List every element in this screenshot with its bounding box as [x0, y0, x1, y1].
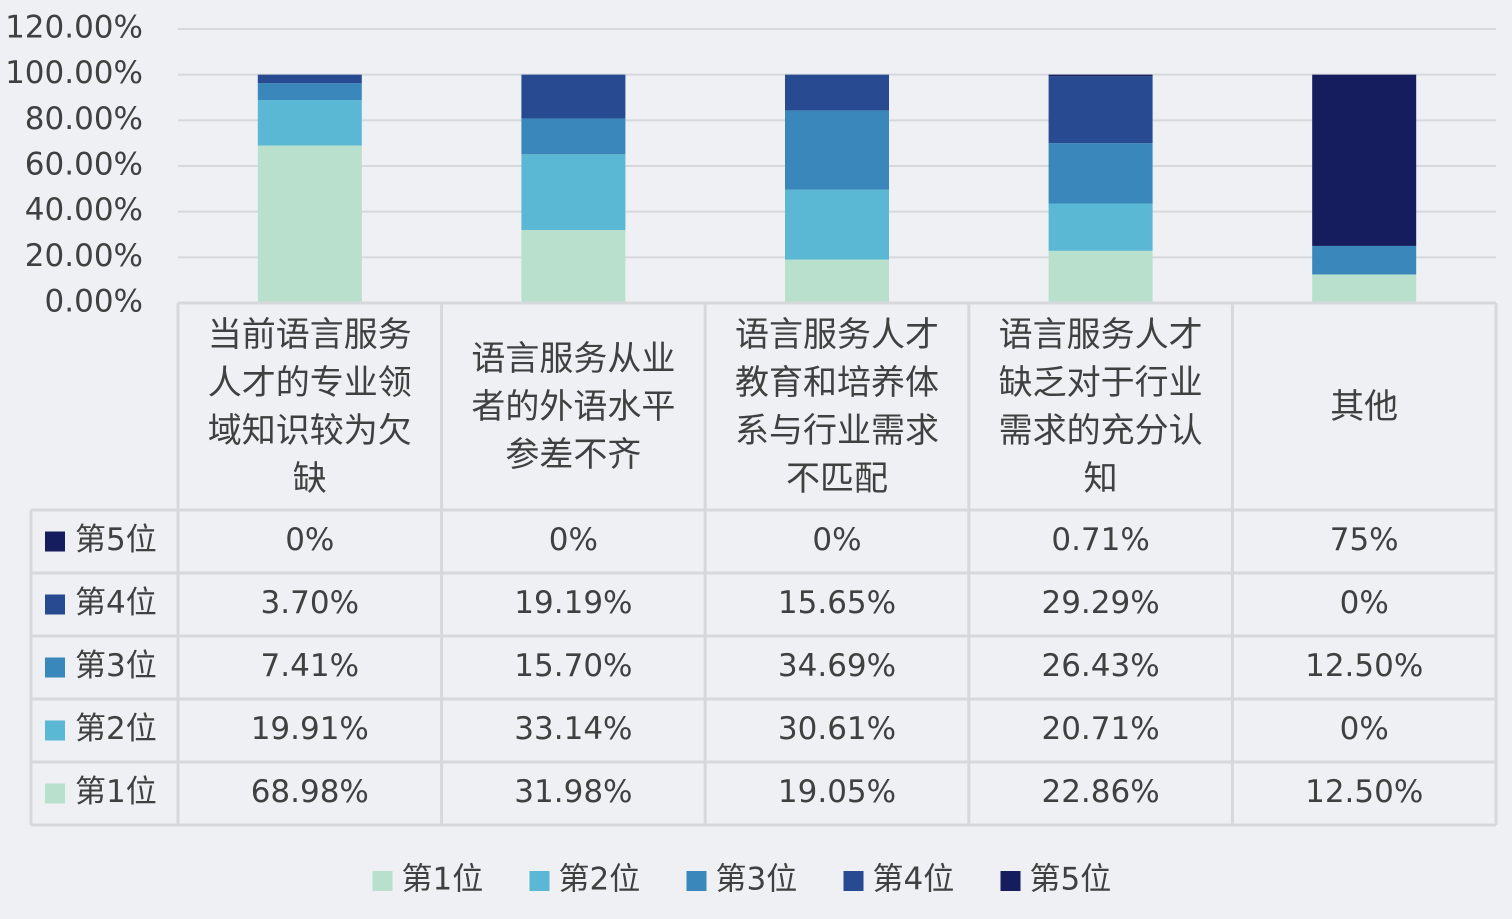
table-cell: 34.69%: [778, 648, 896, 684]
table-cell: 19.05%: [778, 774, 896, 810]
bar-segment: [1312, 274, 1417, 303]
y-tick-label: 0.00%: [45, 284, 143, 320]
x-tick-label: 当前语言服务人才的专业领域知识较为欠缺: [207, 314, 412, 499]
y-tick-label: 120.00%: [5, 10, 143, 46]
legend-swatch: [843, 871, 864, 891]
table-cell: 7.41%: [261, 648, 359, 684]
x-tick-label: 语言服务从业者的外语水平参差不齐: [471, 338, 676, 475]
table-row-label: 第5位: [75, 522, 157, 558]
legend-label: 第4位: [873, 862, 955, 898]
table-legend-swatch: [45, 783, 65, 804]
x-tick-label: 其他: [1330, 386, 1399, 427]
table-cell: 31.98%: [514, 774, 632, 810]
table-cell: 26.43%: [1041, 648, 1159, 684]
x-tick-label: 语言服务人才缺乏对于行业需求的充分认知: [998, 314, 1203, 499]
table-cell: 19.91%: [251, 711, 369, 747]
table-legend-swatch: [45, 720, 65, 741]
table-legend-swatch: [45, 594, 65, 615]
table-cell: 12.50%: [1305, 774, 1423, 810]
bar-segment: [521, 154, 626, 230]
bar-segment: [257, 145, 362, 303]
table-cell: 20.71%: [1041, 711, 1159, 747]
legend-swatch: [529, 871, 550, 891]
table-row-label: 第3位: [75, 648, 157, 684]
bar-segment: [1312, 74, 1417, 246]
bar-segment: [1048, 203, 1153, 251]
table-cell: 0%: [549, 522, 598, 558]
table-cell: 0.71%: [1051, 522, 1149, 558]
legend-label: 第3位: [716, 862, 798, 898]
bar-segment: [785, 189, 889, 260]
bar-segment: [1048, 74, 1153, 77]
legend-label: 第1位: [402, 862, 484, 898]
table-cell: 75%: [1330, 522, 1399, 558]
bar-segment: [785, 110, 889, 190]
table-cell: 3.70%: [261, 585, 359, 621]
bar-segment: [1312, 245, 1417, 275]
bar-segment: [521, 74, 626, 119]
table-cell: 68.98%: [251, 774, 369, 810]
table-cell: 29.29%: [1041, 585, 1159, 621]
table-cell: 30.61%: [778, 711, 896, 747]
legend-label: 第2位: [559, 862, 641, 898]
table-cell: 0%: [812, 522, 861, 558]
table-cell: 22.86%: [1041, 774, 1159, 810]
bar-segment: [785, 74, 889, 111]
legend-label: 第5位: [1030, 862, 1112, 898]
table-cell: 0%: [285, 522, 334, 558]
y-tick-label: 100.00%: [5, 55, 143, 91]
legend-swatch: [1000, 871, 1021, 891]
bar-segment: [785, 259, 889, 303]
table-cell: 0%: [1340, 585, 1389, 621]
bar-segment: [1048, 143, 1153, 204]
table-row-label: 第1位: [75, 774, 157, 810]
legend-swatch: [686, 871, 707, 891]
table-cell: 33.14%: [514, 711, 632, 747]
bar-segment: [1048, 250, 1153, 303]
bar-segment: [521, 118, 626, 155]
y-tick-label: 20.00%: [25, 238, 143, 274]
bar-segment: [1048, 76, 1153, 144]
table-cell: 19.19%: [514, 585, 632, 621]
table-cell: 15.65%: [778, 585, 896, 621]
table-legend-swatch: [45, 657, 65, 678]
legend-swatch: [372, 871, 393, 891]
table-row-label: 第2位: [75, 711, 157, 747]
y-tick-label: 60.00%: [25, 147, 143, 183]
table-cell: 15.70%: [514, 648, 632, 684]
table-legend-swatch: [45, 531, 65, 552]
y-tick-label: 80.00%: [25, 101, 143, 137]
table-row-label: 第4位: [75, 585, 157, 621]
x-tick-label: 语言服务人才教育和培养体系与行业需求不匹配: [734, 314, 939, 499]
bar-segment: [257, 83, 362, 101]
bar-segment: [257, 74, 362, 84]
bar-segment: [257, 100, 362, 146]
table-cell: 12.50%: [1305, 648, 1423, 684]
bar-segment: [521, 229, 626, 303]
y-tick-label: 40.00%: [25, 192, 143, 228]
table-cell: 0%: [1340, 711, 1389, 747]
